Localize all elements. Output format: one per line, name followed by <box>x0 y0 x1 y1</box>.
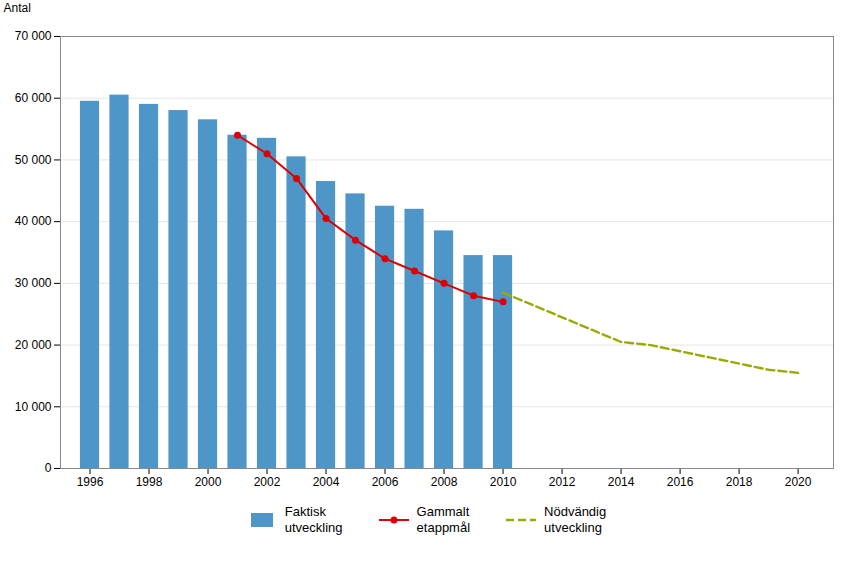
svg-text:2020: 2020 <box>785 475 812 489</box>
svg-text:2012: 2012 <box>549 475 576 489</box>
svg-text:2008: 2008 <box>431 475 458 489</box>
svg-text:Antal: Antal <box>4 1 31 15</box>
svg-text:1996: 1996 <box>77 475 104 489</box>
svg-text:40 000: 40 000 <box>15 214 52 228</box>
svg-text:2018: 2018 <box>726 475 753 489</box>
svg-text:2000: 2000 <box>195 475 222 489</box>
html-text:Faktisk utveckling: Faktisk utveckling <box>284 504 343 535</box>
svg-text:2004: 2004 <box>313 475 340 489</box>
svg-text:2002: 2002 <box>254 475 281 489</box>
svg-text:1998: 1998 <box>136 475 163 489</box>
svg-text:20 000: 20 000 <box>15 338 52 352</box>
svg-text:2010: 2010 <box>490 475 517 489</box>
svg-text:70 000: 70 000 <box>15 29 52 43</box>
svg-text:2014: 2014 <box>608 475 635 489</box>
svg-text:30 000: 30 000 <box>15 276 52 290</box>
svg-text:2006: 2006 <box>372 475 399 489</box>
svg-text:10 000: 10 000 <box>15 400 52 414</box>
html-text:Gammalt etappmål: Gammalt etappmål <box>416 504 471 535</box>
svg-text:60 000: 60 000 <box>15 91 52 105</box>
svg-text:0: 0 <box>45 461 52 475</box>
svg-text:2016: 2016 <box>667 475 694 489</box>
svg-text:50 000: 50 000 <box>15 153 52 167</box>
html-text:Nödvändig utveckling: Nödvändig utveckling <box>544 504 607 535</box>
